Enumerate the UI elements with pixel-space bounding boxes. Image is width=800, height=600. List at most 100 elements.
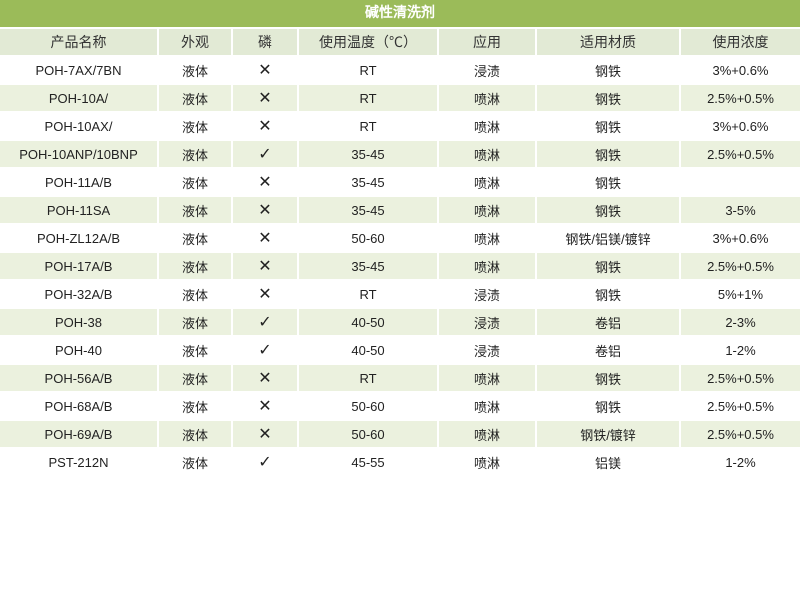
- cell-product-name: POH-32A/B: [0, 280, 158, 309]
- cell-appearance: 液体: [157, 140, 232, 169]
- cell-concentration: 5%+1%: [679, 280, 800, 309]
- cell-temperature: RT: [297, 84, 438, 113]
- cell-temperature: RT: [297, 56, 438, 85]
- cell-appearance: 液体: [157, 196, 232, 225]
- cell-application: 喷淋: [437, 252, 536, 281]
- cell-material: 钢铁: [535, 140, 680, 169]
- cell-phosphorus: ✕: [231, 364, 298, 393]
- cell-concentration: 2.5%+0.5%: [679, 84, 800, 113]
- cell-concentration: 2.5%+0.5%: [679, 140, 800, 169]
- table-title: 碱性清洗剂: [0, 0, 800, 29]
- cell-appearance: 液体: [157, 168, 232, 197]
- cell-product-name: POH-38: [0, 308, 158, 337]
- cell-material: 钢铁: [535, 84, 680, 113]
- table-row: POH-68A/B 液体 ✕ 50-60 喷淋 钢铁 2.5%+0.5%: [0, 392, 800, 421]
- cell-phosphorus: ✓: [231, 140, 298, 169]
- cell-product-name: POH-68A/B: [0, 392, 158, 421]
- cell-concentration: 3%+0.6%: [679, 224, 800, 253]
- cell-application: 喷淋: [437, 364, 536, 393]
- column-header-material: 适用材质: [535, 29, 680, 57]
- cell-appearance: 液体: [157, 420, 232, 449]
- column-header-phosphorus: 磷: [231, 29, 298, 57]
- cell-application: 浸渍: [437, 280, 536, 309]
- cell-phosphorus: ✕: [231, 280, 298, 309]
- column-header-temperature: 使用温度（℃）: [297, 29, 438, 57]
- cell-concentration: 2.5%+0.5%: [679, 420, 800, 449]
- cell-temperature: RT: [297, 280, 438, 309]
- cell-product-name: POH-10ANP/10BNP: [0, 140, 158, 169]
- cell-phosphorus: ✕: [231, 224, 298, 253]
- table-row: POH-10A/液体 ✕ RT 喷淋 钢铁 2.5%+0.5%: [0, 84, 800, 113]
- cell-concentration: 2.5%+0.5%: [679, 392, 800, 421]
- cell-product-name: POH-10AX/: [0, 112, 158, 141]
- cell-material: 钢铁/镀锌: [535, 420, 680, 449]
- cell-temperature: 50-60: [297, 392, 438, 421]
- table-row: POH-11A/B 液体 ✕ 35-45 喷淋 钢铁: [0, 168, 800, 197]
- cell-phosphorus: ✕: [231, 252, 298, 281]
- cell-phosphorus: ✕: [231, 420, 298, 449]
- column-header-appearance: 外观: [157, 29, 232, 57]
- table-row: POH-7AX/7BN 液体 ✕ RT 浸渍 钢铁 3%+0.6%: [0, 56, 800, 85]
- cell-concentration: 1-2%: [679, 448, 800, 477]
- cell-concentration: 2.5%+0.5%: [679, 364, 800, 393]
- cell-phosphorus: ✕: [231, 84, 298, 113]
- cell-temperature: 40-50: [297, 308, 438, 337]
- cell-material: 钢铁: [535, 56, 680, 85]
- cell-concentration: 3%+0.6%: [679, 112, 800, 141]
- cell-phosphorus: ✓: [231, 336, 298, 365]
- cell-application: 喷淋: [437, 224, 536, 253]
- cell-phosphorus: ✕: [231, 56, 298, 85]
- cell-concentration: 3%+0.6%: [679, 56, 800, 85]
- cell-appearance: 液体: [157, 224, 232, 253]
- cell-application: 喷淋: [437, 392, 536, 421]
- cell-appearance: 液体: [157, 448, 232, 477]
- table-row: POH-38 液体 ✓ 40-50 浸渍 卷铝 2-3%: [0, 308, 800, 337]
- cell-product-name: POH-40: [0, 336, 158, 365]
- cell-application: 喷淋: [437, 420, 536, 449]
- cell-temperature: RT: [297, 112, 438, 141]
- table-row: POH-32A/B 液体 ✕ RT 浸渍 钢铁 5%+1%: [0, 280, 800, 309]
- cell-material: 卷铝: [535, 336, 680, 365]
- cell-concentration: 2-3%: [679, 308, 800, 337]
- cell-application: 浸渍: [437, 56, 536, 85]
- table-row: POH-11SA 液体 ✕ 35-45 喷淋 钢铁 3-5%: [0, 196, 800, 225]
- cell-appearance: 液体: [157, 308, 232, 337]
- cell-appearance: 液体: [157, 364, 232, 393]
- cell-material: 钢铁: [535, 112, 680, 141]
- cell-application: 浸渍: [437, 308, 536, 337]
- cell-application: 喷淋: [437, 168, 536, 197]
- cell-temperature: 45-55: [297, 448, 438, 477]
- cell-material: 卷铝: [535, 308, 680, 337]
- table-row: POH-10AX/液体 ✕ RT 喷淋 钢铁 3%+0.6%: [0, 112, 800, 141]
- cell-appearance: 液体: [157, 84, 232, 113]
- cell-temperature: 35-45: [297, 168, 438, 197]
- cell-appearance: 液体: [157, 392, 232, 421]
- cell-product-name: POH-11A/B: [0, 168, 158, 197]
- cell-temperature: 50-60: [297, 224, 438, 253]
- cell-phosphorus: ✕: [231, 112, 298, 141]
- cell-phosphorus: ✕: [231, 196, 298, 225]
- cell-appearance: 液体: [157, 280, 232, 309]
- cell-application: 喷淋: [437, 448, 536, 477]
- cell-material: 钢铁: [535, 280, 680, 309]
- cell-phosphorus: ✕: [231, 168, 298, 197]
- cell-temperature: 35-45: [297, 196, 438, 225]
- cell-appearance: 液体: [157, 56, 232, 85]
- cell-material: 钢铁: [535, 168, 680, 197]
- cell-application: 喷淋: [437, 84, 536, 113]
- cell-temperature: 35-45: [297, 140, 438, 169]
- cell-phosphorus: ✓: [231, 448, 298, 477]
- cell-product-name: POH-10A/: [0, 84, 158, 113]
- cell-appearance: 液体: [157, 252, 232, 281]
- cell-product-name: POH-ZL12A/B: [0, 224, 158, 253]
- table-row: POH-40 液体 ✓ 40-50 浸渍 卷铝 1-2%: [0, 336, 800, 365]
- cell-product-name: PST-212N: [0, 448, 158, 477]
- column-header-application: 应用: [437, 29, 536, 57]
- table-row: POH-17A/B 液体 ✕ 35-45 喷淋 钢铁 2.5%+0.5%: [0, 252, 800, 281]
- cell-concentration: 2.5%+0.5%: [679, 252, 800, 281]
- table-row: POH-ZL12A/B 液体 ✕ 50-60 喷淋 钢铁/铝镁/镀锌 3%+0.6%: [0, 224, 800, 253]
- cell-material: 钢铁/铝镁/镀锌: [535, 224, 680, 253]
- cell-application: 喷淋: [437, 140, 536, 169]
- column-header-product-name: 产品名称: [0, 29, 158, 57]
- cell-phosphorus: ✓: [231, 308, 298, 337]
